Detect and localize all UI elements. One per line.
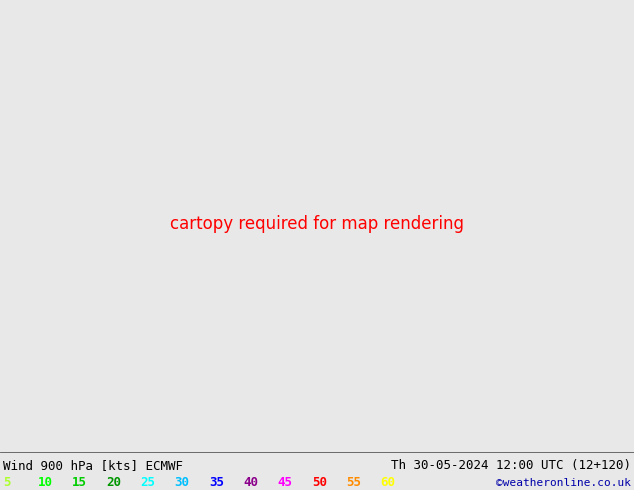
Text: Th 30-05-2024 12:00 UTC (12+120): Th 30-05-2024 12:00 UTC (12+120) [391, 459, 631, 472]
Text: 25: 25 [140, 476, 155, 489]
Text: 55: 55 [346, 476, 361, 489]
Text: 5: 5 [3, 476, 11, 489]
Text: 20: 20 [106, 476, 121, 489]
Text: 50: 50 [312, 476, 327, 489]
Text: Wind 900 hPa [kts] ECMWF: Wind 900 hPa [kts] ECMWF [3, 459, 183, 472]
Text: 45: 45 [278, 476, 292, 489]
Text: ©weatheronline.co.uk: ©weatheronline.co.uk [496, 477, 631, 488]
Text: 30: 30 [174, 476, 190, 489]
Text: 40: 40 [243, 476, 258, 489]
Text: cartopy required for map rendering: cartopy required for map rendering [170, 215, 464, 233]
Text: 35: 35 [209, 476, 224, 489]
Text: 60: 60 [380, 476, 396, 489]
Text: 10: 10 [37, 476, 53, 489]
Text: 15: 15 [72, 476, 87, 489]
